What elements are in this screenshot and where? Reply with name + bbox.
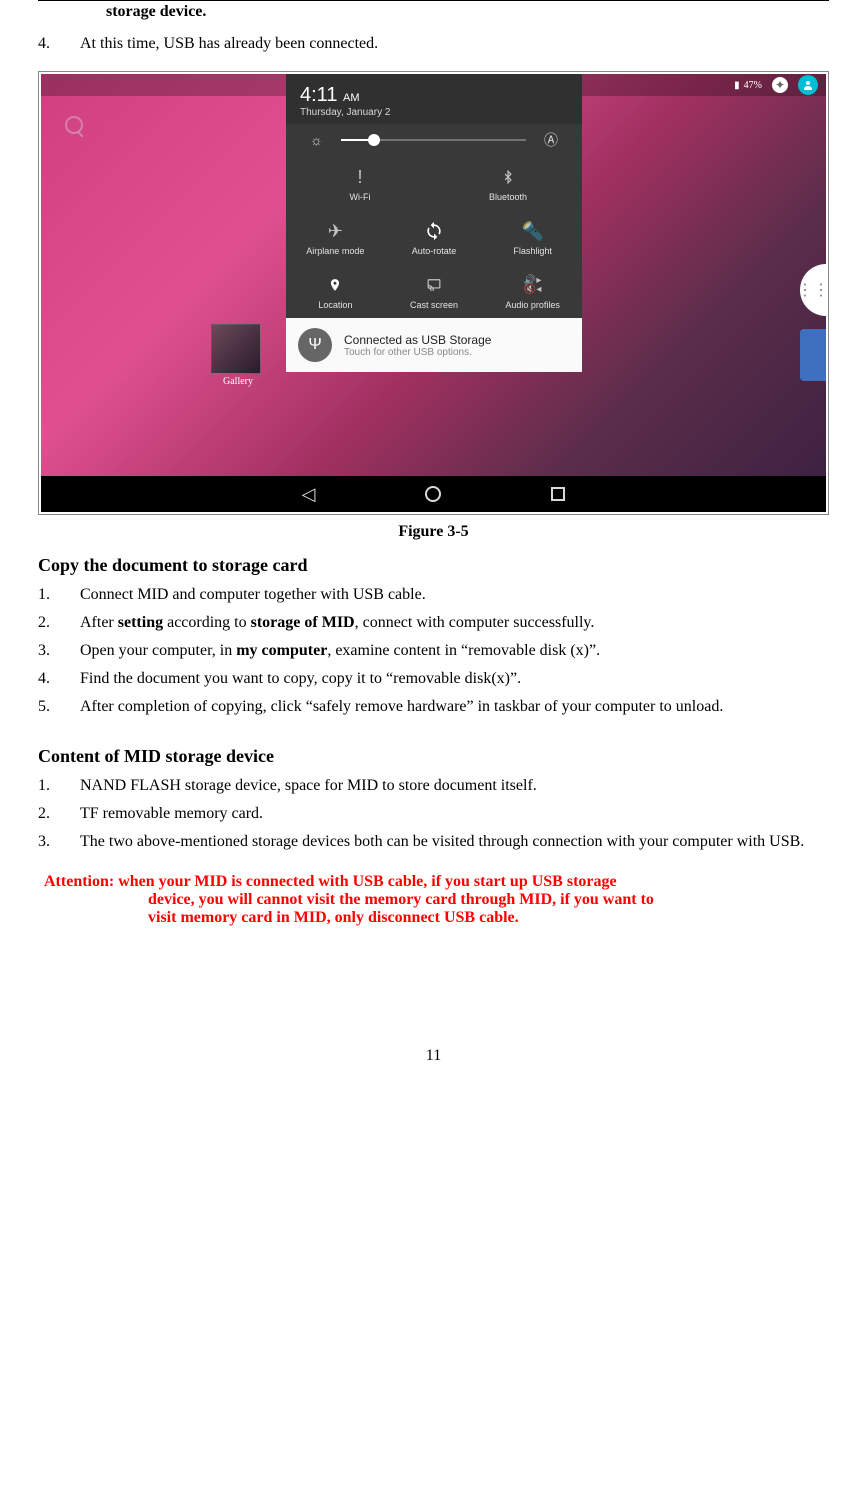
list-number: 3.: [38, 833, 80, 851]
figure-caption: Figure 3-5: [38, 523, 829, 541]
list-number: 2.: [38, 614, 80, 632]
list-number: 5.: [38, 698, 80, 716]
list-text: After completion of copying, click “safe…: [80, 698, 829, 716]
qs-time: 4:11 AM: [300, 84, 568, 107]
list-item: 2.After setting according to storage of …: [38, 614, 829, 632]
rotate-icon: [424, 220, 444, 242]
brightness-row[interactable]: ☼ Ⓐ: [286, 124, 582, 156]
apps-drawer-icon[interactable]: ⋮⋮: [800, 264, 826, 316]
brightness-auto-icon[interactable]: Ⓐ: [544, 130, 558, 150]
attention-note: Attention: when your MID is connected wi…: [44, 873, 829, 927]
list-text: Connect MID and computer together with U…: [80, 586, 829, 604]
list-text: Find the document you want to copy, copy…: [80, 670, 829, 688]
flashlight-icon: 🔦: [521, 220, 543, 242]
list-item: 3.Open your computer, in my computer, ex…: [38, 642, 829, 660]
nav-back-button[interactable]: ◁: [302, 484, 316, 505]
list-text: At this time, USB has already been conne…: [80, 35, 829, 53]
tile-wifi[interactable]: ! Wi-Fi: [286, 156, 434, 210]
nav-home-button[interactable]: [425, 486, 441, 502]
tile-audio[interactable]: 🔊▸🔇◂ Audio profiles: [483, 264, 582, 318]
list-text: TF removable memory card.: [80, 805, 829, 823]
list-item: 2.TF removable memory card.: [38, 805, 829, 823]
usb-notification[interactable]: Ψ Connected as USB Storage Touch for oth…: [286, 318, 582, 372]
gear-icon[interactable]: ✦: [772, 77, 788, 93]
audio-icon: 🔊▸🔇◂: [524, 274, 541, 296]
section-heading-copy: Copy the document to storage card: [38, 555, 829, 576]
battery-indicator: ▮ 47%: [734, 80, 762, 91]
list-number: 2.: [38, 805, 80, 823]
list-item: 1.NAND FLASH storage device, space for M…: [38, 777, 829, 795]
list-text: NAND FLASH storage device, space for MID…: [80, 777, 829, 795]
list-item: 5.After completion of copying, click “sa…: [38, 698, 829, 716]
wifi-icon: !: [357, 166, 362, 188]
brightness-slider[interactable]: [341, 139, 526, 141]
gallery-app-tile[interactable]: Gallery: [211, 324, 265, 387]
list-item: 1.Connect MID and computer together with…: [38, 586, 829, 604]
page-number: 11: [38, 1047, 829, 1065]
list-number: 1.: [38, 777, 80, 795]
notif-subtitle: Touch for other USB options.: [344, 347, 491, 358]
tile-rotate[interactable]: Auto-rotate: [385, 210, 484, 264]
list-number: 3.: [38, 642, 80, 660]
bluetooth-icon: [501, 166, 515, 188]
tile-flashlight[interactable]: 🔦 Flashlight: [483, 210, 582, 264]
list-text: The two above-mentioned storage devices …: [80, 833, 829, 851]
qs-date: Thursday, January 2: [300, 107, 568, 118]
list-text: Open your computer, in my computer, exam…: [80, 642, 829, 660]
list-number: 4.: [38, 35, 80, 53]
nav-bar: ◁: [41, 476, 826, 512]
contact-card-icon[interactable]: [800, 329, 826, 381]
section-heading-content: Content of MID storage device: [38, 746, 829, 767]
nav-recents-button[interactable]: [551, 487, 565, 501]
notif-title: Connected as USB Storage: [344, 333, 491, 347]
figure-screenshot: ▮ 47% ✦ Gallery ⋮⋮ 4:11 AM Thursday, Jan…: [38, 71, 829, 515]
gallery-label: Gallery: [211, 376, 265, 387]
usb-icon: Ψ: [298, 328, 332, 362]
list-number: 4.: [38, 670, 80, 688]
tile-cast[interactable]: Cast screen: [385, 264, 484, 318]
list-item: 3.The two above-mentioned storage device…: [38, 833, 829, 851]
tile-bluetooth[interactable]: Bluetooth: [434, 156, 582, 210]
quick-settings-panel: 4:11 AM Thursday, January 2 ☼ Ⓐ ! Wi-Fi: [286, 74, 582, 372]
avatar-icon[interactable]: [798, 75, 818, 95]
tile-location[interactable]: Location: [286, 264, 385, 318]
gallery-thumbnail: [211, 324, 261, 374]
battery-icon: ▮: [734, 80, 740, 91]
list-text: After setting according to storage of MI…: [80, 614, 829, 632]
cast-icon: [425, 274, 443, 296]
brightness-low-icon: ☼: [310, 132, 323, 148]
continued-text: storage device.: [106, 3, 206, 20]
qs-header: 4:11 AM Thursday, January 2: [286, 74, 582, 124]
location-icon: [328, 274, 342, 296]
battery-pct: 47%: [744, 80, 762, 91]
search-icon[interactable]: [65, 116, 89, 140]
airplane-icon: ✈: [328, 220, 343, 242]
list-item: 4.Find the document you want to copy, co…: [38, 670, 829, 688]
list-number: 1.: [38, 586, 80, 604]
tile-airplane[interactable]: ✈ Airplane mode: [286, 210, 385, 264]
